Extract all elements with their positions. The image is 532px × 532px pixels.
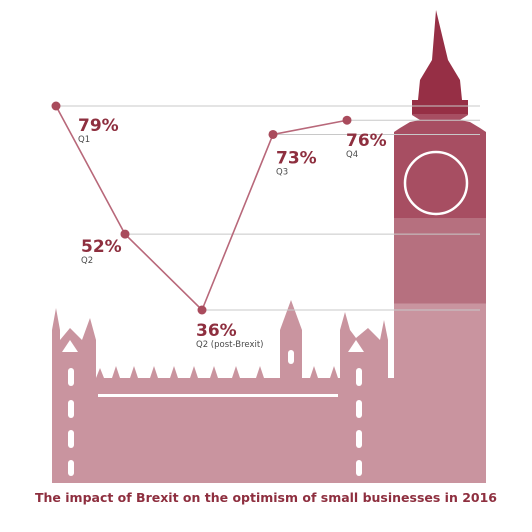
data-point — [51, 101, 61, 111]
value-label: 73% — [276, 148, 317, 168]
data-point — [120, 229, 130, 239]
data-labels: 79%Q1 52%Q2 36%Q2 (post-Brexit) 73%Q3 76%Q4 — [78, 116, 387, 350]
big-ben-clock — [403, 150, 469, 216]
category-label: Q4 — [346, 150, 358, 160]
series-points — [51, 101, 352, 315]
category-label: Q1 — [78, 135, 90, 145]
guide-lines — [56, 105, 480, 311]
series-line — [55, 105, 348, 312]
big-ben-tower — [394, 10, 486, 483]
category-label: Q2 — [81, 256, 93, 266]
category-label: Q3 — [276, 167, 288, 177]
value-label: 52% — [81, 237, 122, 257]
parliament-windows — [62, 340, 364, 476]
value-label: 76% — [346, 131, 387, 151]
chart-title: The impact of Brexit on the optimism of … — [35, 490, 497, 505]
value-label: 79% — [78, 116, 119, 136]
data-point — [197, 305, 207, 315]
category-label: Q2 (post-Brexit) — [196, 340, 264, 350]
data-point — [268, 129, 278, 139]
value-label: 36% — [196, 321, 237, 341]
data-point — [342, 115, 352, 125]
series-path — [55, 105, 348, 312]
